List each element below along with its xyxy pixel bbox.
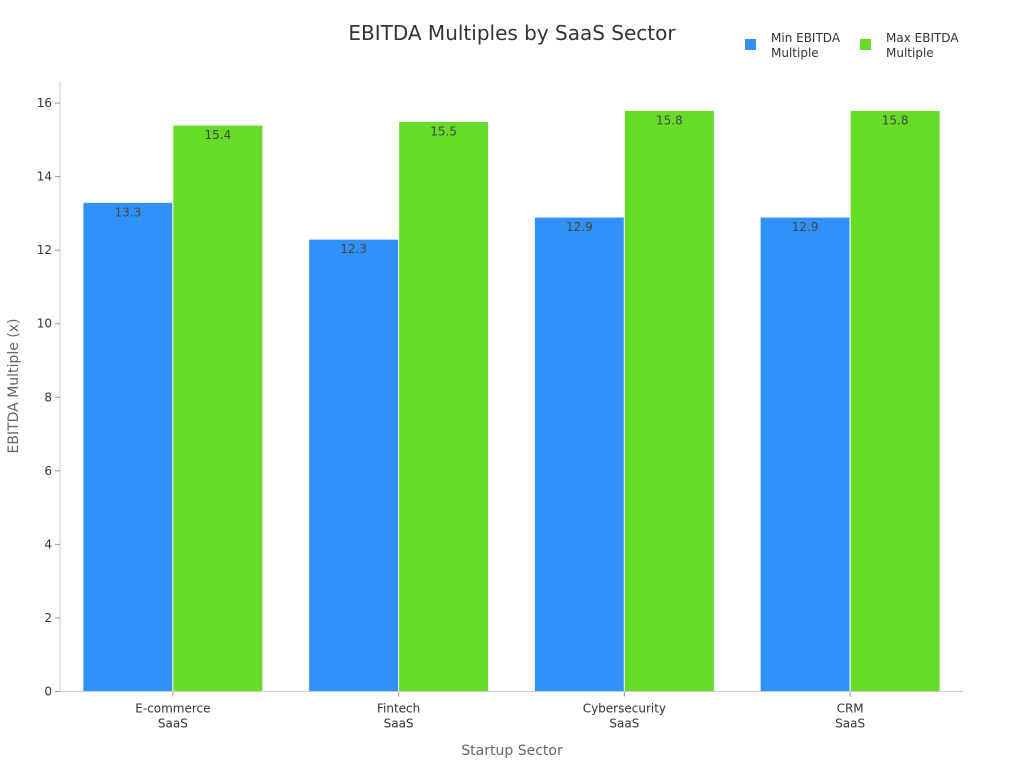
x-tick-label: E-commerce [135, 702, 210, 716]
y-tick-label: 8 [44, 390, 52, 404]
y-tick-label: 12 [37, 243, 52, 257]
bar [623, 109, 715, 692]
y-tick-label: 10 [37, 317, 52, 331]
x-tick-label: SaaS [609, 717, 639, 731]
y-tick-label: 14 [37, 170, 52, 184]
bar [82, 201, 174, 692]
legend-swatch [745, 39, 756, 50]
data-label: 12.9 [792, 220, 819, 234]
data-label: 12.3 [340, 242, 367, 256]
x-tick-label: CRM [837, 702, 864, 716]
chart-title: EBITDA Multiples by SaaS Sector [348, 21, 676, 45]
data-label: 15.8 [882, 113, 909, 127]
legend-label: Multiple [886, 46, 934, 60]
x-tick-label: SaaS [835, 717, 865, 731]
data-label: 15.8 [656, 113, 683, 127]
x-axis-label: Startup Sector [461, 743, 563, 759]
bar [308, 238, 400, 692]
x-tick-label: SaaS [384, 717, 414, 731]
data-label: 13.3 [115, 205, 142, 219]
data-label: 12.9 [566, 220, 593, 234]
x-tick-label: Cybersecurity [583, 702, 666, 716]
bar [398, 120, 490, 692]
y-tick-label: 2 [44, 611, 52, 625]
x-tick-label: SaaS [158, 717, 188, 731]
legend-label: Min EBITDA [771, 31, 841, 45]
y-tick-label: 4 [44, 537, 52, 551]
data-label: 15.4 [205, 128, 232, 142]
y-tick-label: 6 [44, 464, 52, 478]
bar [759, 216, 851, 693]
x-tick-label: Fintech [377, 702, 420, 716]
y-tick-label: 0 [44, 685, 52, 699]
data-label: 15.5 [430, 124, 457, 138]
bar [172, 124, 264, 693]
bar [533, 216, 625, 693]
y-axis-label: EBITDA Multiple (x) [6, 319, 22, 454]
legend-label: Multiple [771, 46, 819, 60]
bar [849, 109, 941, 692]
y-tick-label: 16 [37, 96, 52, 110]
legend-swatch [860, 39, 871, 50]
legend-label: Max EBITDA [886, 31, 959, 45]
